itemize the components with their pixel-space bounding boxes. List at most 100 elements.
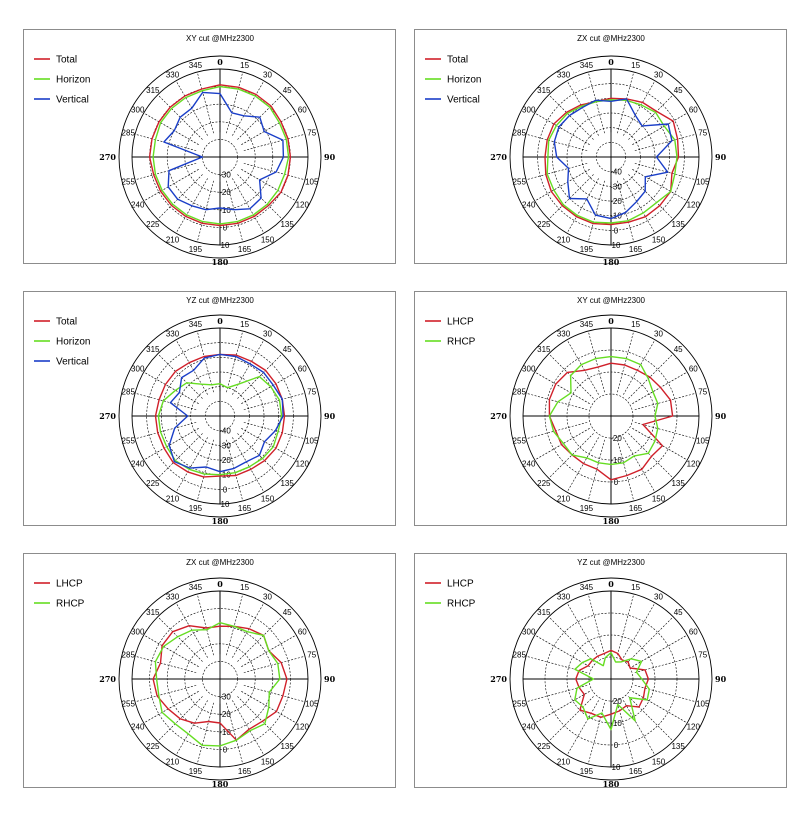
series-line-horizon xyxy=(152,85,290,225)
grid-spoke xyxy=(143,112,199,145)
grid-spoke xyxy=(525,133,588,151)
angle-tick-label: 300 xyxy=(522,365,536,374)
angle-tick-label: 270 xyxy=(99,152,116,162)
chart-title: ZX cut @MHz2300 xyxy=(186,558,254,567)
grid-spoke xyxy=(226,593,244,656)
grid-spoke xyxy=(628,174,674,220)
angle-tick-label: 285 xyxy=(122,650,136,659)
angle-tick-label: 90 xyxy=(715,152,727,162)
grid-spoke xyxy=(226,180,244,243)
grid-spoke xyxy=(226,330,244,393)
grid-spoke xyxy=(134,655,197,673)
angle-tick-label: 300 xyxy=(522,628,536,637)
grid-spoke xyxy=(196,593,214,656)
angle-tick-label: 225 xyxy=(537,220,551,229)
grid-spoke xyxy=(628,696,674,742)
grid-spoke xyxy=(232,178,265,234)
grid-spoke xyxy=(548,696,594,742)
radial-tick-label: -20 xyxy=(219,456,231,465)
angle-tick-label: 255 xyxy=(513,178,527,187)
angle-tick-label: 135 xyxy=(671,479,685,488)
angle-tick-label: 315 xyxy=(146,608,160,617)
series-line-lhcp xyxy=(548,362,674,481)
chart-title: XY cut @MHz2300 xyxy=(186,34,255,43)
angle-tick-label: 345 xyxy=(189,583,203,592)
angle-tick-label: 90 xyxy=(715,674,727,684)
legend-label: Total xyxy=(447,55,468,66)
angle-tick-label: 75 xyxy=(307,128,316,137)
angle-tick-label: 30 xyxy=(654,71,663,80)
radial-tick-label: -10 xyxy=(219,206,231,215)
grid-spoke xyxy=(617,702,635,765)
angle-tick-label: 105 xyxy=(696,700,710,709)
angle-tick-label: 90 xyxy=(324,152,336,162)
angle-tick-label: 300 xyxy=(522,106,536,115)
radial-tick-label: 10 xyxy=(612,241,621,250)
radial-tick-label: 10 xyxy=(612,763,621,772)
grid-spoke xyxy=(534,371,590,404)
angle-tick-label: 210 xyxy=(166,235,180,244)
radial-tick-label: -10 xyxy=(219,728,231,737)
angle-tick-label: 300 xyxy=(131,106,145,115)
angle-tick-label: 300 xyxy=(131,628,145,637)
angle-tick-label: 150 xyxy=(261,757,275,766)
angle-tick-label: 75 xyxy=(307,387,316,396)
angle-tick-label: 315 xyxy=(146,345,160,354)
angle-tick-label: 105 xyxy=(696,437,710,446)
grid-spoke xyxy=(534,634,590,667)
angle-tick-label: 195 xyxy=(580,767,594,776)
angle-tick-label: 330 xyxy=(557,330,571,339)
angle-tick-label: 180 xyxy=(212,779,229,789)
angle-tick-label: 45 xyxy=(674,345,683,354)
series-line-total xyxy=(148,84,292,227)
label-ring xyxy=(118,55,322,259)
angle-tick-label: 180 xyxy=(212,516,229,526)
grid-spoke xyxy=(196,71,214,134)
series-line-vertical xyxy=(168,353,284,473)
radial-tick-label: -10 xyxy=(219,471,231,480)
angle-tick-label: 195 xyxy=(189,504,203,513)
angle-tick-label: 105 xyxy=(305,178,319,187)
angle-tick-label: 195 xyxy=(189,767,203,776)
angle-tick-label: 0 xyxy=(608,316,614,326)
label-ring xyxy=(118,314,322,518)
label-ring xyxy=(509,55,713,259)
angle-tick-label: 180 xyxy=(603,257,620,265)
angle-tick-label: 90 xyxy=(324,674,336,684)
grid-spoke xyxy=(134,392,197,410)
angle-tick-label: 210 xyxy=(557,235,571,244)
angle-tick-label: 210 xyxy=(557,757,571,766)
chart-panel-5: ZX cut @MHz2300 0 15 30 45 60 75 90 105 120 135 150… xyxy=(23,553,396,789)
radial-tick-label: 10 xyxy=(221,500,230,509)
legend-label: Vertical xyxy=(447,95,480,106)
grid-spoke xyxy=(623,700,656,756)
grid-spoke xyxy=(587,71,605,134)
angle-tick-label: 75 xyxy=(698,650,707,659)
angle-tick-label: 345 xyxy=(189,61,203,70)
angle-tick-label: 150 xyxy=(652,494,666,503)
chart-panel-2: ZX cut @MHz2300 0 15 30 45 60 75 90 105 120 135 150… xyxy=(414,29,787,265)
grid-spoke xyxy=(566,437,599,493)
chart-title: YZ cut @MHz2300 xyxy=(577,558,645,567)
series-line-total xyxy=(154,353,286,478)
angle-tick-label: 15 xyxy=(631,583,640,592)
angle-tick-label: 60 xyxy=(298,628,307,637)
grid-spoke xyxy=(226,71,244,134)
grid-spoke xyxy=(587,330,605,393)
polar-chart-6: YZ cut @MHz2300 0 15 30 45 60 75 90 105 120 135 150… xyxy=(425,558,727,789)
grid-spoke xyxy=(157,174,203,220)
angle-tick-label: 345 xyxy=(580,583,594,592)
grid-spoke xyxy=(134,163,197,181)
grid-spoke xyxy=(634,133,697,151)
angle-tick-label: 240 xyxy=(522,723,536,732)
angle-tick-label: 225 xyxy=(537,742,551,751)
angle-tick-label: 270 xyxy=(490,411,507,421)
angle-tick-label: 225 xyxy=(146,220,160,229)
angle-tick-label: 120 xyxy=(296,460,310,469)
legend-label: Horizon xyxy=(56,337,90,348)
radial-tick-label: 0 xyxy=(223,745,228,754)
angle-tick-label: 165 xyxy=(629,245,643,254)
angle-tick-label: 345 xyxy=(189,320,203,329)
angle-tick-label: 75 xyxy=(698,128,707,137)
angle-tick-label: 315 xyxy=(537,345,551,354)
